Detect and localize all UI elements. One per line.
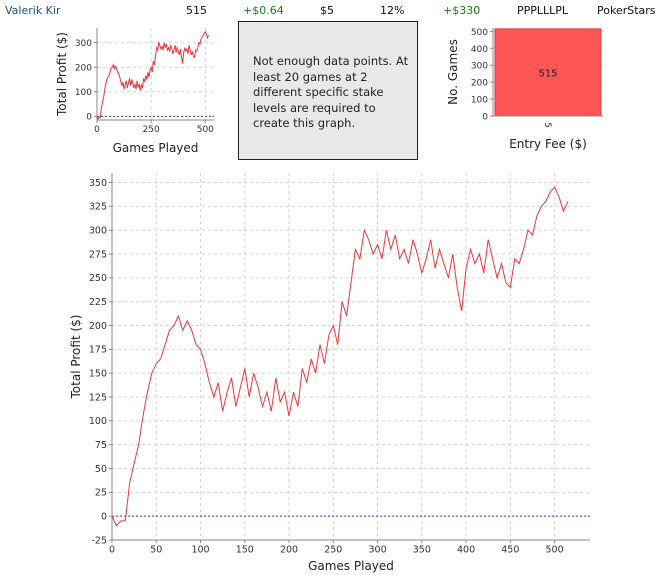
x-tick-label: 200 [280,545,298,556]
x-tick-label: 250 [324,545,342,556]
roi-value: 12% [380,4,405,17]
y-tick-label: 100 [89,416,107,427]
y-tick-label: 250 [89,273,107,284]
y-axis-label: Total Profit ($) [69,315,83,400]
x-axis-label: Entry Fee ($) [509,137,587,151]
y-axis-label: Total Profit ($) [55,32,69,117]
y-tick-label: 0 [482,113,488,123]
y-tick-label: 300 [89,226,107,237]
profit-series-line [111,186,569,527]
not-enough-data-message: Not enough data points. At least 20 game… [253,54,409,130]
x-tick-label: 350 [413,545,431,556]
x-axis-label: Games Played [308,559,394,573]
y-tick-label: 300 [75,39,92,49]
x-tick-label: 50 [150,545,162,556]
x-tick-label: 300 [368,545,386,556]
x-axis-label: Games Played [113,141,199,155]
result-streak: PPPLLLPL [517,4,569,17]
x-tick-label: 500 [197,125,214,135]
bar-data-label: 515 [538,68,557,79]
average-profit: +$0.64 [243,4,284,17]
x-tick-label: 5 [542,122,552,128]
average-stake: $5 [320,4,334,17]
y-tick-label: 150 [89,369,107,380]
entry-fee-bar-chart[interactable]: 515 5 0 100 200 300 400 500 Entry Fee ($) No. Gam… [440,0,665,160]
x-tick-label: 0 [109,545,115,556]
entry-fee-bar [494,28,602,117]
y-tick-label: 0 [86,112,92,122]
y-tick-label: 200 [471,79,488,89]
y-tick-label: 100 [471,96,488,106]
y-tick-label: 300 [471,62,488,72]
y-tick-label: 225 [89,297,107,308]
y-tick-label: 500 [471,28,488,38]
y-tick-label: 400 [471,45,488,55]
plot-area [97,28,214,120]
y-tick-label: 0 [101,511,107,522]
y-tick-label: 200 [75,63,92,73]
y-tick-label: 200 [89,321,107,332]
plot-area [112,173,590,540]
total-profit: +$330 [443,4,481,17]
player-name-link[interactable]: Valerik Kir [5,4,61,17]
y-tick-label: 350 [89,178,107,189]
y-tick-label: -25 [91,535,107,546]
site-name: PokerStars [597,4,656,17]
y-tick-label: 50 [95,464,107,475]
x-tick-label: 500 [546,545,564,556]
profit-series-line [96,30,210,120]
x-tick-label: 0 [94,125,100,135]
x-tick-label: 400 [457,545,475,556]
games-count: 515 [186,4,207,17]
not-enough-data-box: Not enough data points. At least 20 game… [238,21,418,160]
x-tick-label: 100 [191,545,209,556]
y-axis-label: No. Games [446,39,460,105]
y-tick-label: 25 [95,488,107,499]
y-tick-label: 75 [95,440,107,451]
y-tick-label: 175 [89,345,107,356]
x-tick-label: 450 [501,545,519,556]
y-tick-label: 125 [89,392,107,403]
x-tick-label: 250 [143,125,160,135]
main-profit-chart[interactable]: 0 50 100 150 200 250 300 350 400 450 500-250255075… [0,165,665,575]
y-tick-label: 325 [89,202,107,213]
y-tick-label: 100 [75,88,92,98]
y-tick-label: 275 [89,249,107,260]
thumbnail-profit-chart[interactable]: 0 250 500 0 100 200 300 Games Played Total Profi… [0,0,230,160]
x-tick-label: 150 [236,545,254,556]
